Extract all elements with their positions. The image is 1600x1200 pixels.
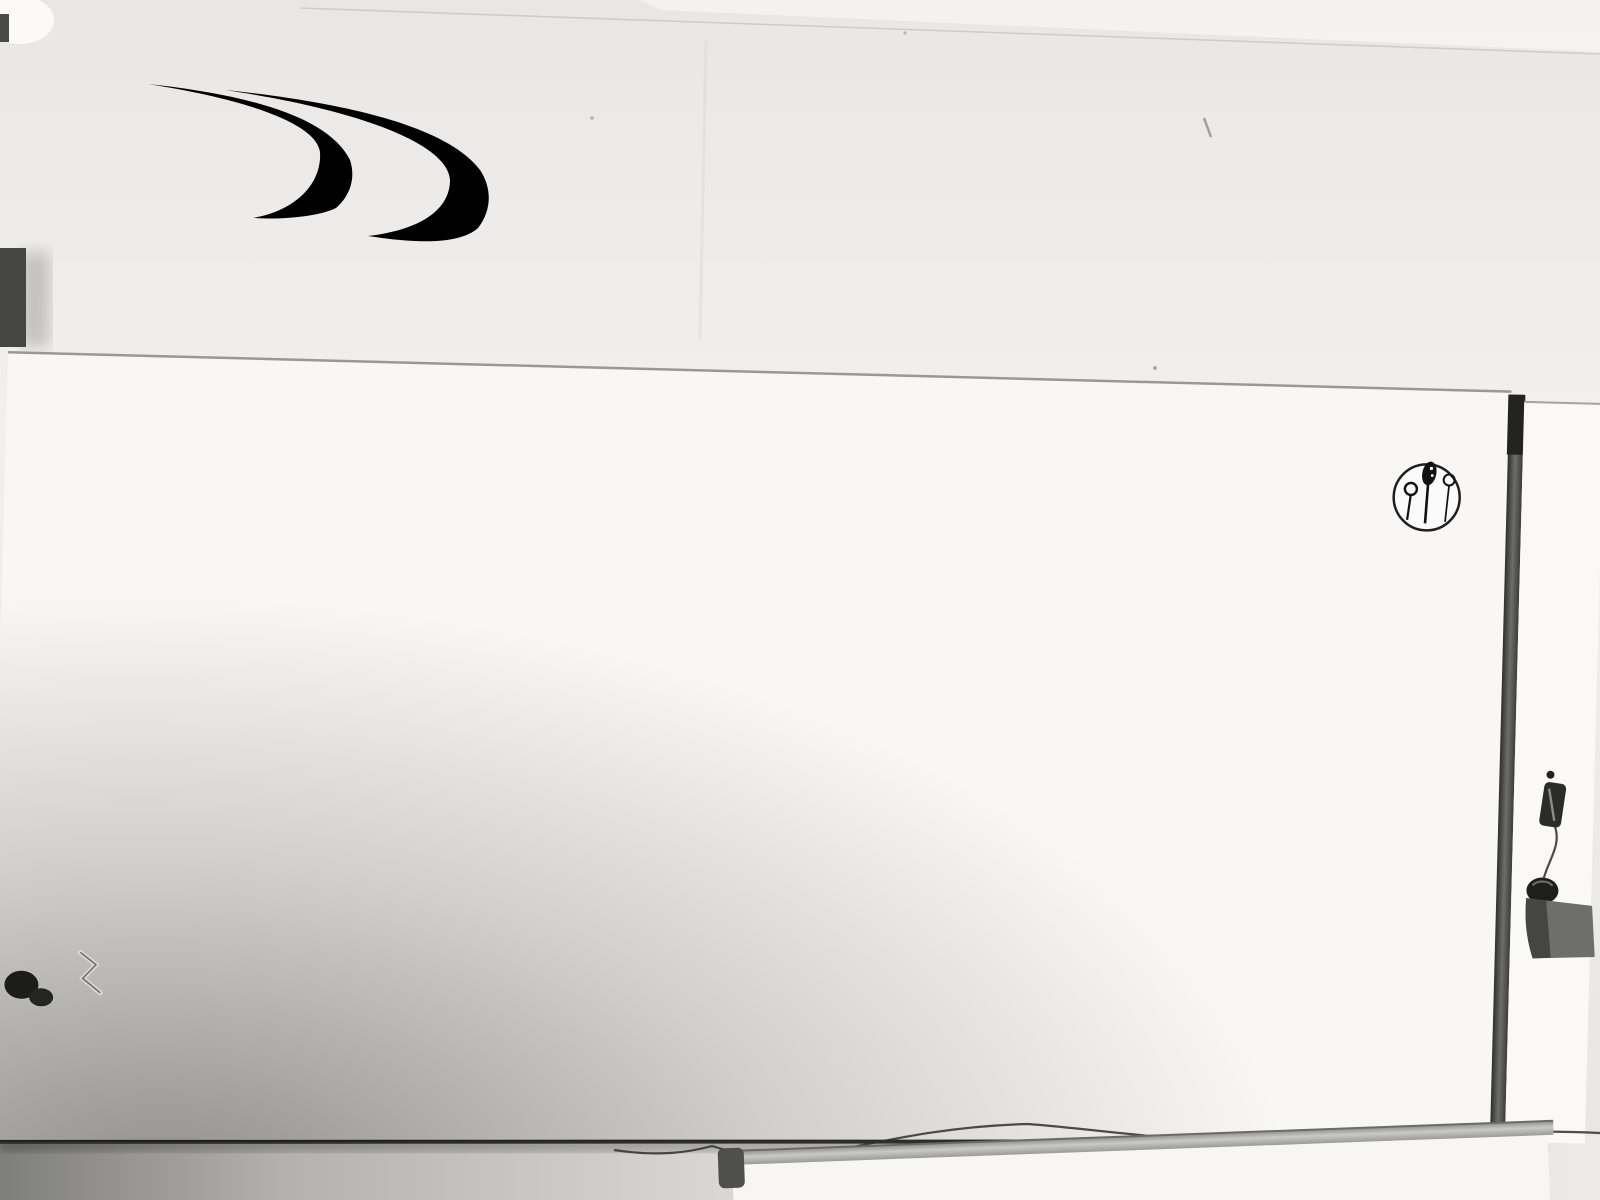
tip-hook <box>1546 770 1555 779</box>
logo-swoosh-left <box>148 84 353 219</box>
right-board-top-edge <box>1524 400 1600 406</box>
right-board-section <box>1504 401 1600 1144</box>
weight-wire <box>1541 826 1558 883</box>
wall-speck <box>590 116 594 120</box>
wall-upper-panel <box>640 0 1600 52</box>
board-corner-shadow <box>0 352 1512 1182</box>
rod-guide-annotation-circle <box>1392 461 1461 532</box>
wall-paper-scrap <box>0 0 54 44</box>
weight-assembly <box>1525 770 1595 959</box>
logo-swoosh-right <box>225 90 489 242</box>
wood-lath-top-blotch <box>1506 394 1526 455</box>
guide-sketch-dark-guide <box>1422 461 1437 524</box>
guide-sketch-thin-ring <box>1442 473 1456 522</box>
wall-scratch <box>1202 117 1213 138</box>
wall-dark-mark <box>0 14 9 42</box>
wall-speck <box>903 31 907 35</box>
whiteboard-rail <box>725 1120 1554 1166</box>
rod-butt-clamp <box>4 949 103 1007</box>
left-post <box>0 248 26 347</box>
wall-speck <box>1153 366 1157 370</box>
guide-sketch-small-ring <box>1403 481 1419 521</box>
wood-lath-divider <box>1489 394 1525 1143</box>
ceiling-seam-line <box>299 7 1600 55</box>
whiteboard-corner-cap <box>717 1147 745 1189</box>
whiteboard <box>717 1119 1554 1200</box>
gary-loomis-logo <box>148 84 489 242</box>
wall-seam <box>698 39 708 341</box>
whiteboard-surface <box>732 1134 1552 1200</box>
